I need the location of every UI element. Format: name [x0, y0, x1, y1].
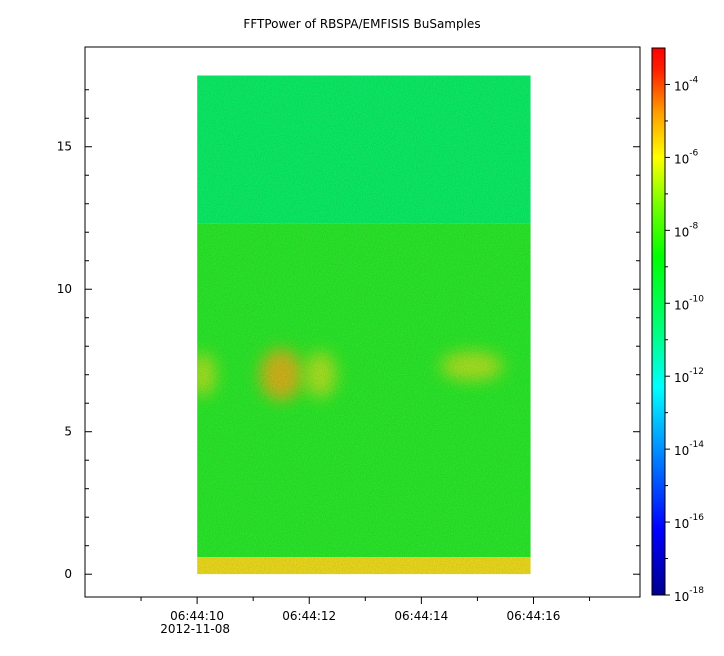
- colorbar-tick-label: 10-10: [674, 294, 704, 312]
- y-tick-label: 5: [64, 425, 72, 439]
- colorbar-tick-label: 10-16: [674, 513, 704, 531]
- y-tick-label: 0: [64, 567, 72, 581]
- colorbar-tick-label: 10-14: [674, 440, 704, 458]
- chart-title: FFTPower of RBSPA/EMFISIS BuSamples: [243, 17, 481, 31]
- colorbar-tick-label: 10-18: [674, 586, 704, 604]
- noise-texture: [197, 75, 531, 575]
- x-tick-label: 06:44:16: [507, 609, 561, 623]
- x-date-label: 2012-11-08: [160, 622, 230, 636]
- y-tick-label: 10: [57, 282, 72, 296]
- y-tick-label: 15: [57, 140, 72, 154]
- x-tick-label: 06:44:14: [394, 609, 448, 623]
- x-tick-label: 06:44:10: [170, 609, 224, 623]
- y-axis: 0 5 10 15: [57, 89, 640, 581]
- colorbar: [651, 47, 666, 596]
- spectrogram-image: [197, 75, 531, 575]
- colorbar-tick-label: 10-6: [674, 148, 699, 166]
- colorbar-axis: 10-4 10-6 10-8 10-10 10-12 10-14 10-16 10-18: [665, 75, 704, 604]
- colorbar-tick-label: 10-4: [674, 75, 699, 93]
- colorbar-tick-label: 10-8: [674, 221, 699, 239]
- x-tick-label: 06:44:12: [282, 609, 336, 623]
- colorbar-tick-label: 10-12: [674, 367, 704, 385]
